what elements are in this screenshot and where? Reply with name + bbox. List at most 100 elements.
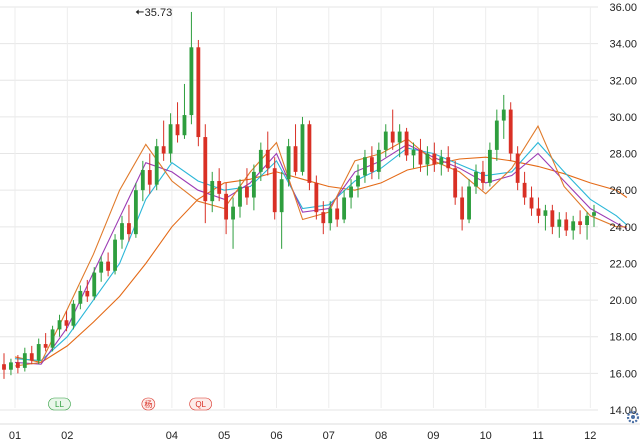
candle	[245, 168, 249, 205]
candle	[585, 212, 589, 240]
candle	[314, 175, 319, 220]
candle	[203, 124, 208, 224]
x-tick-label: 10	[480, 430, 492, 442]
y-tick-label: 28.00	[609, 149, 637, 161]
candle	[85, 279, 90, 302]
max-arrowhead	[135, 9, 139, 15]
candle	[411, 142, 416, 169]
moving-average-line	[14, 141, 628, 362]
candle	[133, 182, 138, 238]
candle	[36, 338, 41, 365]
y-tick-label: 34.00	[609, 39, 637, 51]
y-tick-label: 26.00	[609, 185, 637, 197]
candle	[140, 160, 145, 202]
event-marker[interactable]: QL	[189, 397, 212, 411]
candle	[369, 146, 374, 180]
candle	[592, 204, 596, 227]
x-tick-label: 07	[323, 430, 335, 442]
candle	[78, 285, 83, 310]
x-tick-label: 06	[270, 430, 282, 442]
candle	[321, 201, 326, 235]
svg-text:QL: QL	[195, 400, 206, 409]
candle	[147, 153, 152, 194]
gear-icon[interactable]	[626, 410, 640, 424]
event-markers: LL 杨 QL	[48, 397, 212, 411]
candle	[168, 113, 173, 163]
moving-average-line	[14, 156, 628, 363]
candle	[439, 149, 444, 176]
candle	[564, 212, 569, 236]
candle	[536, 197, 541, 224]
candle	[501, 94, 506, 139]
y-tick-label: 32.00	[609, 75, 637, 87]
candle	[474, 164, 478, 194]
candle	[390, 109, 395, 150]
candle	[404, 127, 409, 161]
candle	[467, 179, 471, 224]
candlesticks	[2, 11, 596, 379]
x-tick-label: 05	[218, 430, 230, 442]
candle	[113, 234, 117, 275]
y-tick-label: 36.00	[609, 2, 637, 14]
candle	[300, 116, 305, 176]
candle	[446, 146, 451, 172]
candle	[481, 160, 485, 191]
max-value-label: 35.73	[145, 7, 173, 19]
x-tick-label: 11	[532, 430, 543, 442]
candle	[529, 186, 534, 216]
y-tick-label: 22.00	[609, 258, 637, 270]
event-marker[interactable]: LL	[48, 397, 71, 411]
y-tick-label: 30.00	[609, 112, 637, 124]
x-tick-label: 08	[375, 430, 387, 442]
candle	[383, 124, 388, 158]
candle	[161, 120, 166, 161]
candle	[238, 179, 242, 218]
candle	[349, 179, 353, 209]
candle	[515, 146, 520, 191]
candle	[106, 252, 111, 277]
candle	[335, 197, 340, 227]
candle	[71, 300, 76, 330]
candle	[120, 215, 124, 249]
y-tick-label: 24.00	[609, 222, 637, 234]
y-axis: 14.00 16.00 18.00 20.00 22.00 24.00 26.00 28.00…	[609, 2, 637, 417]
candle	[29, 345, 34, 365]
candle	[189, 11, 194, 125]
candle	[293, 124, 298, 176]
candle	[543, 204, 548, 231]
candle	[508, 102, 513, 161]
candle	[182, 83, 187, 139]
event-marker[interactable]: 杨	[141, 397, 156, 411]
x-tick-label: 12	[584, 430, 596, 442]
candle	[376, 142, 381, 180]
max-annotation: 35.73	[135, 7, 173, 19]
candle	[43, 333, 48, 352]
candle	[22, 347, 27, 372]
candle	[50, 325, 55, 352]
candle	[432, 142, 437, 172]
candle	[15, 355, 20, 374]
candle	[258, 142, 263, 182]
svg-text:LL: LL	[55, 400, 64, 409]
candle	[522, 171, 527, 205]
x-tick-label: 04	[166, 430, 178, 442]
moving-averages	[14, 124, 628, 367]
candle	[425, 146, 430, 176]
x-axis: 01 02 04 05 06 07 08 09 10 11 12	[0, 423, 640, 442]
candle	[251, 164, 256, 211]
candle	[217, 168, 222, 202]
candle	[9, 358, 13, 376]
x-tick-label: 01	[9, 430, 21, 442]
candle	[363, 149, 367, 183]
candle	[231, 197, 235, 249]
candle	[356, 164, 360, 198]
candle	[418, 138, 423, 172]
candle	[453, 160, 458, 205]
x-tick-label: 09	[427, 430, 439, 442]
candle	[286, 138, 291, 187]
candle	[279, 171, 284, 249]
candle	[557, 212, 562, 238]
candle	[272, 157, 277, 220]
moving-average-line	[14, 124, 627, 367]
